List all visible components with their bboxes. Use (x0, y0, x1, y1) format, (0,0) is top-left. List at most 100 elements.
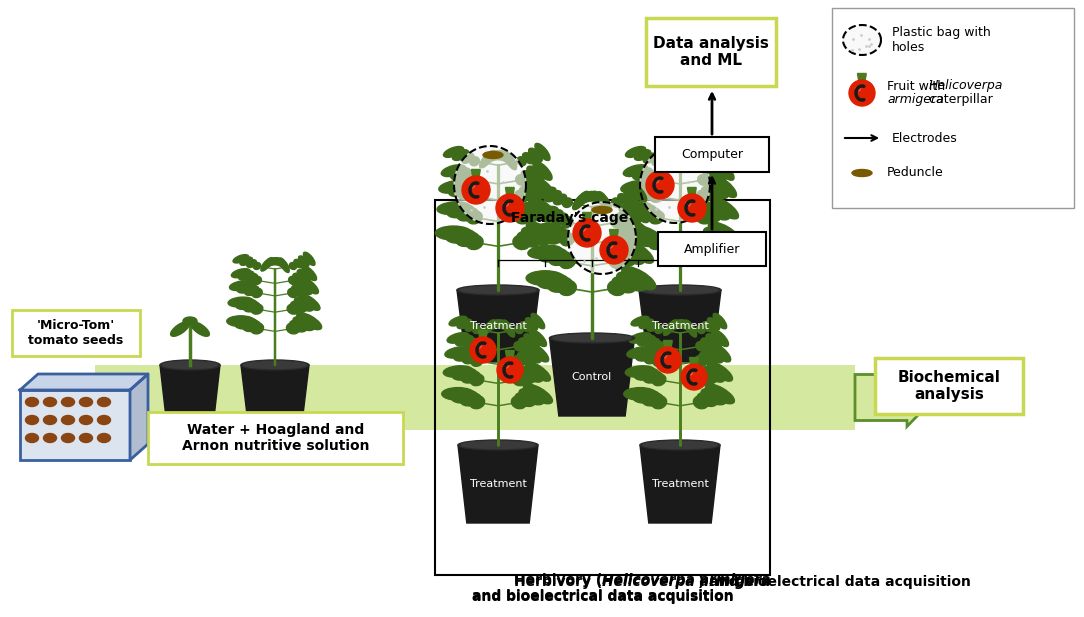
Ellipse shape (26, 415, 39, 424)
Ellipse shape (516, 371, 534, 384)
Ellipse shape (457, 285, 539, 295)
Ellipse shape (442, 387, 475, 400)
Ellipse shape (462, 371, 480, 383)
Ellipse shape (463, 352, 479, 364)
Ellipse shape (685, 202, 691, 206)
Ellipse shape (617, 272, 646, 291)
Ellipse shape (287, 288, 298, 297)
Ellipse shape (640, 440, 720, 450)
Circle shape (655, 347, 681, 373)
Bar (149, 412, 403, 464)
Ellipse shape (643, 153, 656, 164)
Ellipse shape (710, 148, 724, 162)
Ellipse shape (643, 286, 718, 294)
Ellipse shape (520, 321, 531, 331)
Ellipse shape (262, 258, 276, 268)
Ellipse shape (549, 252, 571, 265)
Ellipse shape (620, 224, 643, 242)
Ellipse shape (628, 229, 658, 243)
Ellipse shape (582, 193, 605, 201)
Ellipse shape (524, 334, 540, 347)
Ellipse shape (651, 157, 661, 166)
Ellipse shape (289, 320, 307, 332)
Ellipse shape (705, 347, 723, 363)
Ellipse shape (236, 299, 257, 310)
Ellipse shape (462, 153, 474, 164)
Ellipse shape (642, 393, 663, 406)
Ellipse shape (250, 323, 263, 334)
Ellipse shape (717, 143, 732, 160)
Ellipse shape (528, 245, 563, 259)
Ellipse shape (457, 208, 478, 221)
Ellipse shape (663, 320, 678, 336)
Ellipse shape (586, 192, 608, 204)
Ellipse shape (443, 366, 473, 377)
Ellipse shape (482, 320, 500, 332)
Ellipse shape (617, 212, 632, 226)
Polygon shape (160, 365, 220, 423)
Ellipse shape (525, 181, 546, 199)
Ellipse shape (297, 313, 322, 329)
Ellipse shape (456, 232, 479, 247)
Ellipse shape (610, 217, 622, 228)
Text: and bioelectrical data acquisition: and bioelectrical data acquisition (472, 590, 733, 604)
Ellipse shape (455, 336, 474, 346)
Ellipse shape (514, 211, 529, 224)
Ellipse shape (230, 281, 253, 291)
Ellipse shape (489, 321, 508, 328)
Ellipse shape (449, 183, 473, 196)
Polygon shape (638, 290, 721, 362)
Ellipse shape (542, 210, 563, 222)
Ellipse shape (700, 338, 714, 349)
Ellipse shape (700, 207, 721, 222)
Ellipse shape (231, 268, 250, 278)
Ellipse shape (637, 232, 661, 247)
Polygon shape (459, 445, 538, 523)
Text: Treatment: Treatment (469, 479, 527, 489)
Ellipse shape (685, 151, 698, 170)
Ellipse shape (623, 387, 657, 400)
Ellipse shape (244, 302, 260, 312)
Ellipse shape (634, 368, 658, 380)
Ellipse shape (608, 255, 624, 268)
Polygon shape (640, 445, 720, 523)
Ellipse shape (516, 175, 527, 185)
Ellipse shape (581, 227, 585, 231)
Ellipse shape (470, 374, 483, 386)
Ellipse shape (530, 176, 555, 197)
Ellipse shape (631, 184, 647, 202)
Text: Electrodes: Electrodes (892, 131, 958, 144)
Ellipse shape (469, 157, 479, 166)
Ellipse shape (251, 288, 262, 297)
Ellipse shape (62, 397, 75, 407)
Ellipse shape (301, 266, 317, 281)
Bar (833, 8, 1074, 208)
Circle shape (496, 194, 524, 222)
FancyArrow shape (855, 368, 935, 426)
Ellipse shape (488, 152, 509, 160)
Ellipse shape (467, 211, 482, 224)
Ellipse shape (294, 259, 302, 268)
Ellipse shape (524, 202, 547, 220)
Ellipse shape (268, 259, 284, 265)
Ellipse shape (271, 258, 287, 267)
Ellipse shape (609, 233, 623, 246)
Ellipse shape (275, 258, 288, 270)
Polygon shape (640, 147, 710, 223)
Ellipse shape (228, 297, 254, 307)
Ellipse shape (293, 273, 304, 283)
Ellipse shape (483, 152, 503, 159)
Ellipse shape (253, 276, 261, 284)
Bar (95, 365, 855, 430)
Text: Helicoverpa armigera: Helicoverpa armigera (603, 573, 771, 587)
Ellipse shape (698, 157, 708, 166)
Ellipse shape (702, 321, 712, 331)
Ellipse shape (642, 171, 657, 183)
Ellipse shape (514, 342, 525, 351)
Circle shape (573, 219, 601, 247)
Ellipse shape (664, 320, 682, 332)
Ellipse shape (499, 151, 516, 165)
Ellipse shape (708, 318, 720, 330)
Ellipse shape (653, 355, 666, 366)
Ellipse shape (515, 392, 535, 407)
